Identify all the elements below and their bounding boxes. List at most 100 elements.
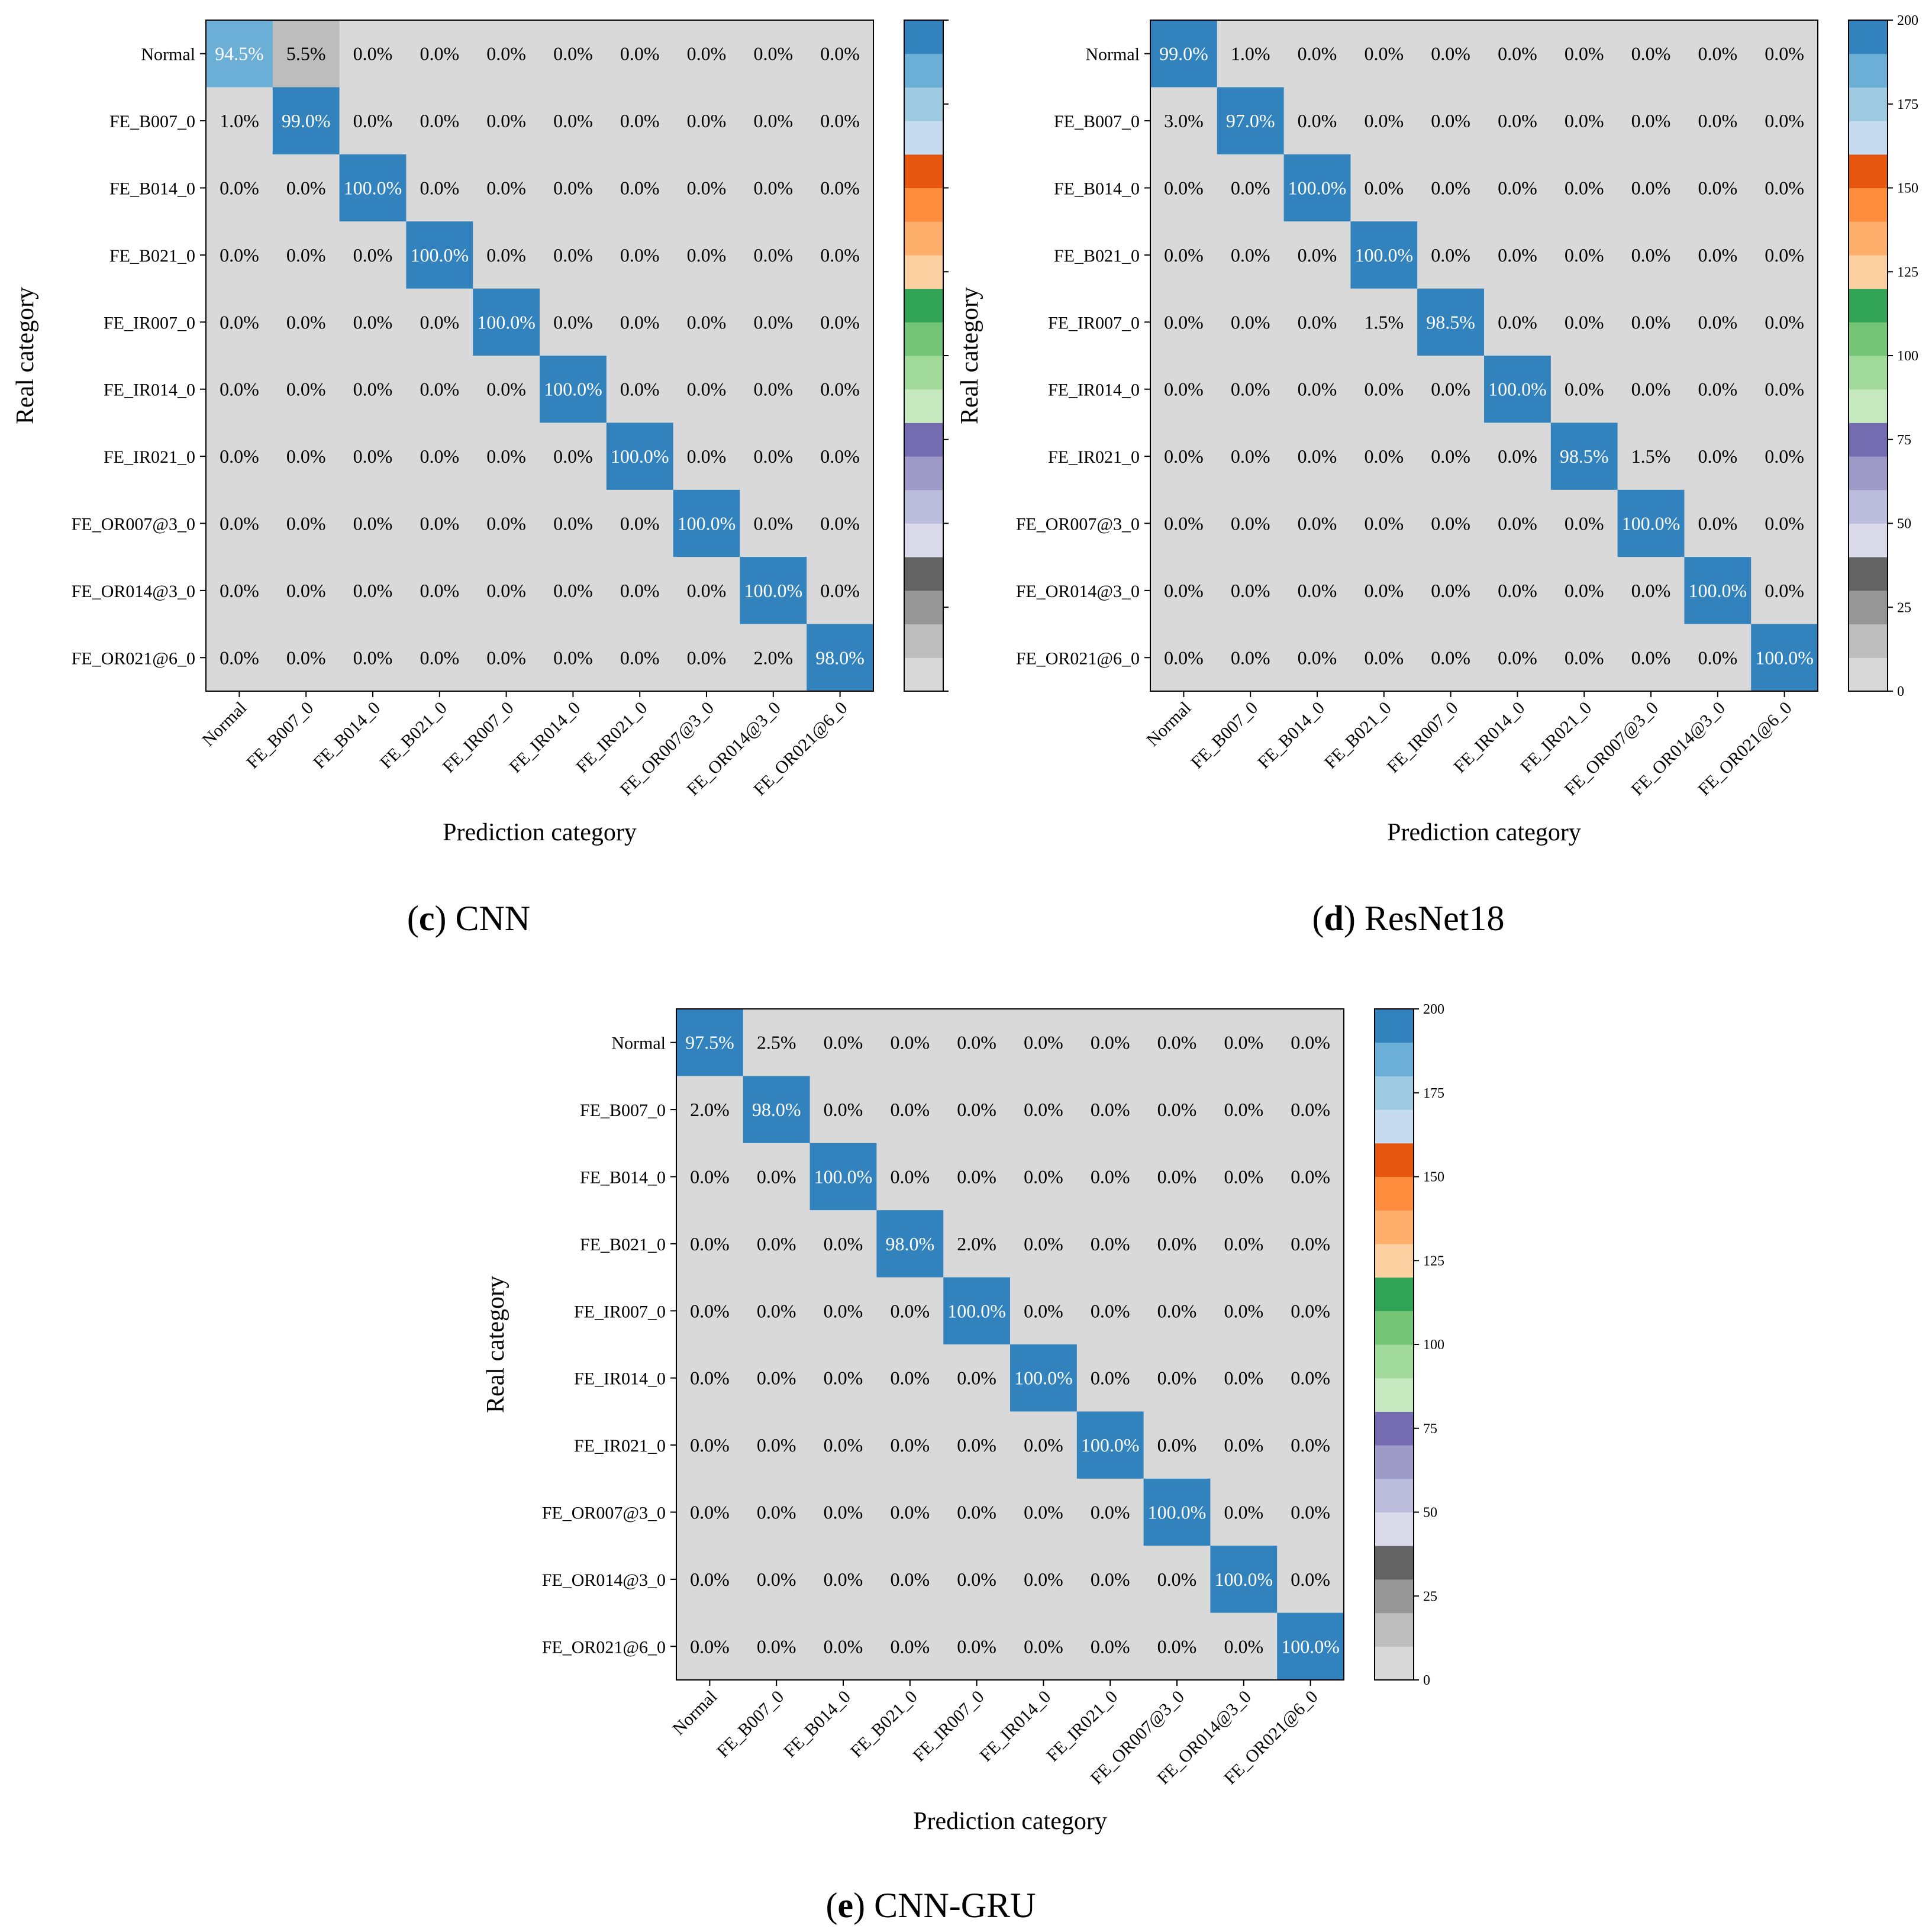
cell-label: 0.0% <box>553 43 593 64</box>
colorbar-segment <box>904 254 943 289</box>
cell-label: 0.0% <box>620 311 660 333</box>
cell-label: 0.0% <box>353 446 393 467</box>
heatmap-cell <box>1217 422 1285 491</box>
cell-label: 0.0% <box>1224 1300 1263 1321</box>
heatmap-cell <box>1010 1344 1078 1412</box>
cell-label: 0.0% <box>1565 43 1604 64</box>
heatmap-cell <box>206 489 273 557</box>
heatmap-cell <box>1150 20 1218 88</box>
heatmap-cell <box>206 288 273 356</box>
cell-label: 0.0% <box>1024 1233 1063 1254</box>
colorbar-segment <box>1849 489 1888 524</box>
y-tick-label: FE_IR014_0 <box>1048 380 1140 400</box>
cell-label: 0.0% <box>1498 43 1537 64</box>
cell-label: 99.0% <box>1159 43 1208 64</box>
cell-label: 2.0% <box>690 1099 730 1120</box>
heatmap-cell <box>943 1009 1011 1076</box>
cell-label: 0.0% <box>420 513 459 534</box>
heatmap-cell <box>1617 624 1685 692</box>
colorbar-segment <box>904 590 943 625</box>
heatmap-cell <box>406 489 473 557</box>
heatmap-cell <box>473 489 540 557</box>
cell-label: 0.0% <box>420 379 459 400</box>
colorbar-segment <box>1849 657 1888 692</box>
heatmap-cell <box>206 557 273 625</box>
cell-label: 0.0% <box>1231 647 1270 668</box>
heatmap-cell <box>1283 154 1351 222</box>
cell-label: 0.0% <box>820 513 860 534</box>
cell-label: 0.0% <box>1698 244 1737 266</box>
cell-label: 0.0% <box>1024 1434 1063 1456</box>
cell-label: 0.0% <box>1231 379 1270 400</box>
heatmap-cell <box>1277 1143 1344 1211</box>
heatmap-cell <box>1210 1210 1278 1278</box>
colorbar-segment <box>1849 422 1888 457</box>
cell-label: 0.0% <box>753 110 793 131</box>
colorbar-tick-label: 200 <box>1423 1002 1444 1017</box>
cell-label: 0.0% <box>1157 1166 1197 1188</box>
colorbar-segment <box>904 422 943 457</box>
heatmap-cell <box>809 1612 877 1681</box>
cell-label: 0.0% <box>753 379 793 400</box>
heatmap-cell <box>339 288 407 356</box>
cell-label: 0.0% <box>1565 647 1604 668</box>
heatmap-cell <box>876 1143 944 1211</box>
heatmap-cell <box>1550 288 1618 356</box>
cell-label: 0.0% <box>690 1502 730 1523</box>
heatmap-cell <box>1751 489 1818 557</box>
cell-label: 0.0% <box>1364 178 1404 199</box>
colorbar-segment <box>1375 1344 1414 1379</box>
y-tick-label: FE_IR007_0 <box>104 313 195 333</box>
cell-label: 0.0% <box>1091 1569 1130 1590</box>
heatmap-cell <box>1076 1076 1144 1144</box>
cell-label: 0.0% <box>1765 446 1804 467</box>
heatmap-cell <box>1150 557 1218 625</box>
heatmap-cell <box>740 288 807 356</box>
cell-label: 0.0% <box>1224 1434 1263 1456</box>
colorbar-segment <box>1849 154 1888 188</box>
panel-letter: c <box>419 899 435 938</box>
heatmap-cell <box>1010 1612 1078 1681</box>
cell-label: 0.0% <box>553 311 593 333</box>
y-tick-label: FE_OR007@3_0 <box>72 515 195 534</box>
heatmap-cell <box>1484 221 1552 289</box>
heatmap-cell <box>606 221 674 289</box>
heatmap-cell <box>1283 422 1351 491</box>
heatmap-cell <box>673 87 740 155</box>
heatmap-cell <box>406 221 473 289</box>
colorbar-segment <box>904 121 943 155</box>
cell-label: 0.0% <box>1765 513 1804 534</box>
heatmap-cell <box>1617 154 1685 222</box>
heatmap-cell <box>540 356 607 423</box>
colorbar-tick-label: 75 <box>1423 1421 1437 1437</box>
heatmap-cell <box>807 20 874 88</box>
heatmap-cell <box>1010 1143 1078 1211</box>
heatmap-cell <box>943 1411 1011 1479</box>
cell-label: 0.0% <box>820 379 860 400</box>
cell-label: 0.0% <box>1291 1569 1330 1590</box>
heatmap-cell <box>1210 1478 1278 1546</box>
cell-label: 0.0% <box>1631 43 1671 64</box>
heatmap-cell <box>1150 87 1218 155</box>
heatmap-cell <box>1277 1009 1344 1076</box>
cell-label: 0.0% <box>1231 580 1270 601</box>
heatmap-cell <box>339 356 407 423</box>
x-axis-label: Prediction category <box>1387 819 1581 846</box>
heatmap-cell <box>206 221 273 289</box>
cell-label: 0.0% <box>1765 244 1804 266</box>
heatmap-cell <box>1617 288 1685 356</box>
cell-label: 0.0% <box>620 244 660 266</box>
heatmap-cell <box>809 1478 877 1546</box>
cell-label: 0.0% <box>1024 1636 1063 1657</box>
colorbar-segment <box>904 20 943 54</box>
cell-label: 0.0% <box>1364 446 1404 467</box>
y-axis-label: Real category <box>12 287 39 424</box>
heatmap-cell <box>743 1210 811 1278</box>
cell-label: 0.0% <box>687 244 727 266</box>
heatmap-cell <box>206 356 273 423</box>
panel-c: 94.5% 5.5% 0.0% 0.0% 0.0% 0.0% 0.0% 0.0% 0.0% 0.0… <box>12 20 949 938</box>
cell-label: 0.0% <box>1157 1636 1197 1657</box>
heatmap-cell <box>1751 422 1818 491</box>
cell-label: 94.5% <box>215 43 264 64</box>
